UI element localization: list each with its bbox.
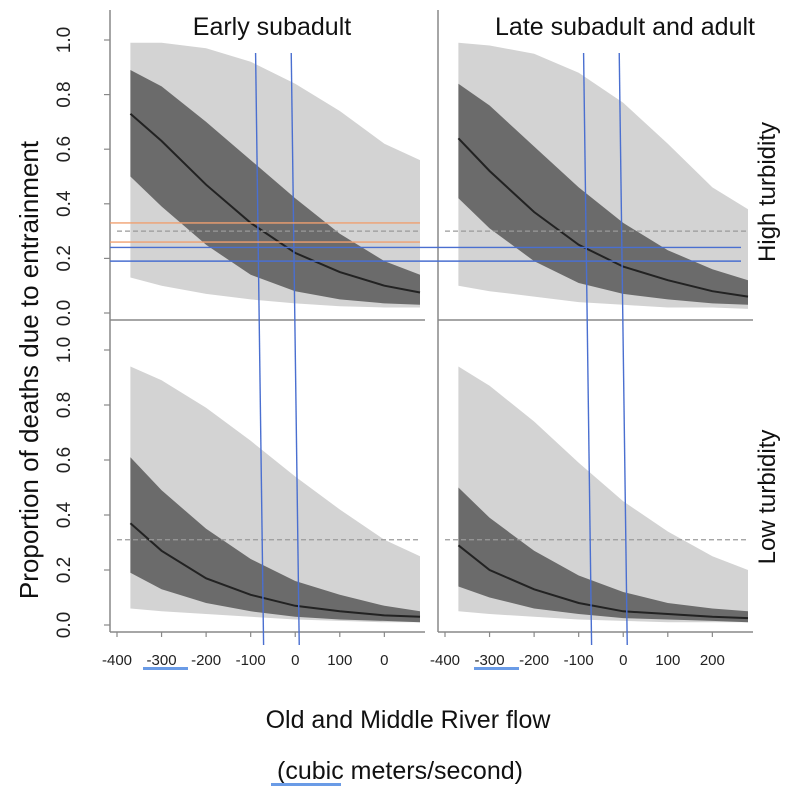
panel-1 (109, 10, 425, 321)
y-tick-label: 1.0 (54, 337, 75, 363)
annotation-layer (110, 52, 741, 646)
y-tick-label: 0.6 (54, 136, 75, 162)
x-tick-label: -400 (102, 652, 132, 669)
x-tick-label: 0 (380, 652, 388, 669)
x-tick-label: -100 (564, 652, 594, 669)
x-tick-label: 100 (655, 652, 680, 669)
underline-300-right (474, 667, 519, 670)
y-tick-label: 0.0 (54, 300, 75, 326)
x-tick-label: 100 (327, 652, 352, 669)
median-line (457, 544, 749, 620)
y-tick-label: 0.2 (54, 245, 75, 271)
x-tick-label: -200 (519, 652, 549, 669)
underline-cubic (271, 783, 341, 786)
underline-300-left (143, 667, 188, 670)
panel-3 (109, 320, 425, 633)
x-tick-label: 0 (291, 652, 299, 669)
x-axis-label-line2: (cubic meters/second) (277, 757, 523, 785)
y-tick-label: 1.0 (54, 27, 75, 53)
median-line (129, 112, 421, 294)
x-tick-label: -100 (236, 652, 266, 669)
panel-4 (437, 320, 753, 633)
y-axis-label: Proportion of deaths due to entrainment (14, 140, 44, 599)
annotation-vertical-line (618, 52, 628, 646)
x-tick-label: 0 (619, 652, 627, 669)
panel-2 (437, 10, 753, 321)
x-tick-label: -300 (475, 652, 505, 669)
inner-interval-band (130, 70, 420, 305)
y-tick-label: 0.8 (54, 81, 75, 107)
median-line (457, 137, 749, 298)
y-tick-label: 0.6 (54, 447, 75, 473)
x-tick-label: -400 (430, 652, 460, 669)
annotation-vertical-line (582, 52, 593, 646)
x-tick-label: -200 (191, 652, 221, 669)
y-tick-label: 0.2 (54, 557, 75, 583)
x-axis-label-line1: Old and Middle River flow (266, 706, 552, 734)
median-line (129, 522, 421, 618)
row-label-low-turbidity: Low turbidity (754, 430, 781, 565)
inner-interval-band (130, 457, 420, 623)
annotation-vertical-line (290, 52, 300, 646)
y-tick-label: 0.0 (54, 612, 75, 638)
x-tick-label: -300 (147, 652, 177, 669)
inner-interval-band (458, 83, 748, 305)
panels-layer (109, 10, 753, 633)
x-tick-label: 200 (700, 652, 725, 669)
y-tick-label: 0.4 (54, 190, 75, 217)
annotation-vertical-line (254, 52, 265, 646)
column-label-late: Late subadult and adult (495, 13, 755, 41)
tick-layer: 0.0 0.2 0.4 0.6 0.8 1.0 0.0 0.2 0.4 0.6 0.8 1.0 -400… (54, 27, 725, 669)
y-tick-label: 0.4 (54, 501, 75, 528)
y-tick-label: 0.8 (54, 392, 75, 418)
column-label-early: Early subadult (193, 13, 351, 41)
row-label-high-turbidity: High turbidity (754, 122, 781, 262)
